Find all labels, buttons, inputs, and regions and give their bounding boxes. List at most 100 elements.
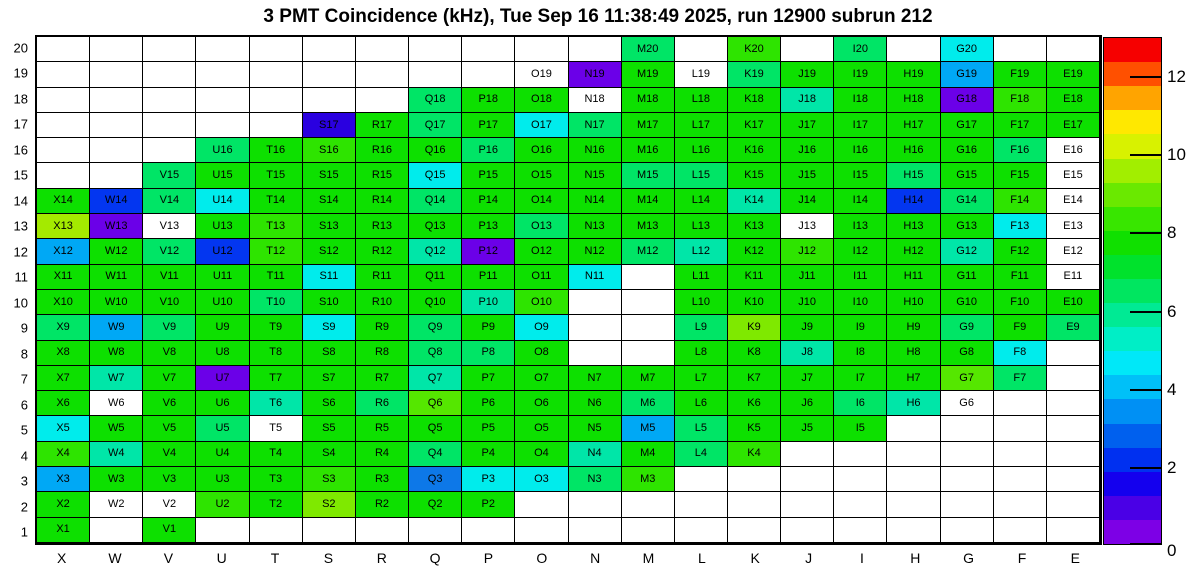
cell-empty	[196, 517, 250, 543]
cell-W13: W13	[90, 214, 144, 240]
cell-R10: R10	[355, 289, 410, 316]
cell-empty	[621, 264, 675, 290]
cell-I17: I17	[834, 112, 888, 139]
colorbar-band	[1104, 351, 1161, 376]
cell-T16: T16	[249, 138, 303, 164]
cell-empty	[993, 492, 1047, 518]
cell-L19: L19	[674, 62, 728, 88]
cell-U13: U13	[196, 214, 250, 240]
x-axis-label-R: R	[376, 550, 387, 566]
cell-L14: L14	[674, 188, 728, 215]
cell-U16: U16	[196, 138, 250, 164]
cell-empty	[355, 517, 410, 543]
y-axis-label-1: 1	[20, 524, 28, 540]
cell-M20: M20	[621, 37, 675, 63]
cell-L5: L5	[674, 416, 728, 442]
cell-G10: G10	[940, 289, 994, 316]
cell-L15: L15	[674, 163, 728, 189]
colorbar-tick	[1130, 76, 1161, 79]
y-axis-label-11: 11	[14, 269, 29, 285]
cell-T8: T8	[249, 340, 303, 366]
cell-N19: N19	[568, 62, 622, 88]
cell-J5: J5	[781, 416, 835, 442]
cell-empty	[674, 467, 728, 493]
cell-F11: F11	[993, 264, 1047, 290]
cell-I9: I9	[834, 315, 888, 341]
cell-R3: R3	[355, 467, 410, 493]
cell-J7: J7	[781, 365, 835, 392]
cell-E12: E12	[1046, 239, 1100, 265]
cell-empty	[143, 37, 197, 63]
cell-empty	[781, 492, 835, 518]
cell-P9: P9	[462, 315, 516, 341]
cell-R7: R7	[355, 365, 410, 392]
cell-G6: G6	[940, 391, 994, 417]
cell-empty	[1046, 391, 1100, 417]
colorbar-band	[1104, 495, 1161, 520]
cell-T11: T11	[249, 264, 303, 290]
cell-empty	[302, 87, 356, 113]
cell-S2: S2	[302, 492, 356, 518]
x-axis-label-Q: Q	[429, 550, 441, 566]
cell-G18: G18	[940, 87, 994, 113]
y-axis-label-12: 12	[13, 244, 28, 260]
cell-S6: S6	[302, 391, 356, 417]
cell-G12: G12	[940, 239, 994, 265]
cell-empty	[940, 416, 994, 442]
cell-L9: L9	[674, 315, 728, 341]
cell-V8: V8	[143, 340, 197, 366]
cell-empty	[887, 416, 941, 442]
cell-L13: L13	[674, 214, 728, 240]
cell-J8: J8	[781, 340, 835, 366]
cell-V14: V14	[143, 188, 197, 215]
y-axis-label-7: 7	[20, 371, 28, 387]
cell-empty	[621, 492, 675, 518]
cell-H9: H9	[887, 315, 941, 341]
cell-E15: E15	[1046, 163, 1100, 189]
cell-S10: S10	[302, 289, 356, 316]
cell-P15: P15	[462, 163, 516, 189]
cell-J13: J13	[781, 214, 835, 240]
cell-T15: T15	[249, 163, 303, 189]
cell-G14: G14	[940, 188, 994, 215]
cell-Q16: Q16	[409, 138, 463, 164]
cell-empty	[781, 517, 835, 543]
cell-P16: P16	[462, 138, 516, 164]
cell-X3: X3	[37, 467, 91, 493]
cell-empty	[196, 62, 250, 88]
cell-F13: F13	[993, 214, 1047, 240]
colorbar-tick-label: 12	[1167, 67, 1186, 87]
cell-I8: I8	[834, 340, 888, 366]
cell-empty	[568, 492, 622, 518]
cell-E9: E9	[1046, 315, 1100, 341]
cell-W12: W12	[90, 239, 144, 265]
cell-empty	[515, 517, 569, 543]
cell-J11: J11	[781, 264, 835, 290]
cell-P4: P4	[462, 441, 516, 468]
cell-G17: G17	[940, 112, 994, 139]
cell-empty	[37, 37, 91, 63]
cell-empty	[1046, 37, 1100, 63]
cell-P17: P17	[462, 112, 516, 139]
cell-M15: M15	[621, 163, 675, 189]
cell-L11: L11	[674, 264, 728, 290]
cell-J18: J18	[781, 87, 835, 113]
cell-L10: L10	[674, 289, 728, 316]
x-axis-label-N: N	[590, 550, 601, 566]
cell-K20: K20	[727, 37, 782, 63]
cell-empty	[249, 87, 303, 113]
cell-G9: G9	[940, 315, 994, 341]
cell-empty	[355, 87, 410, 113]
cell-K14: K14	[727, 188, 782, 215]
colorbar-tick	[1130, 388, 1161, 391]
colorbar-tick	[1130, 543, 1161, 545]
cell-empty	[887, 517, 941, 543]
cell-O5: O5	[515, 416, 569, 442]
colorbar-band	[1104, 86, 1161, 111]
cell-W2: W2	[90, 492, 144, 518]
y-axis-label-14: 14	[13, 193, 28, 209]
cell-H12: H12	[887, 239, 941, 265]
cell-T5: T5	[249, 416, 303, 442]
cell-empty	[37, 87, 91, 113]
cell-I6: I6	[834, 391, 888, 417]
